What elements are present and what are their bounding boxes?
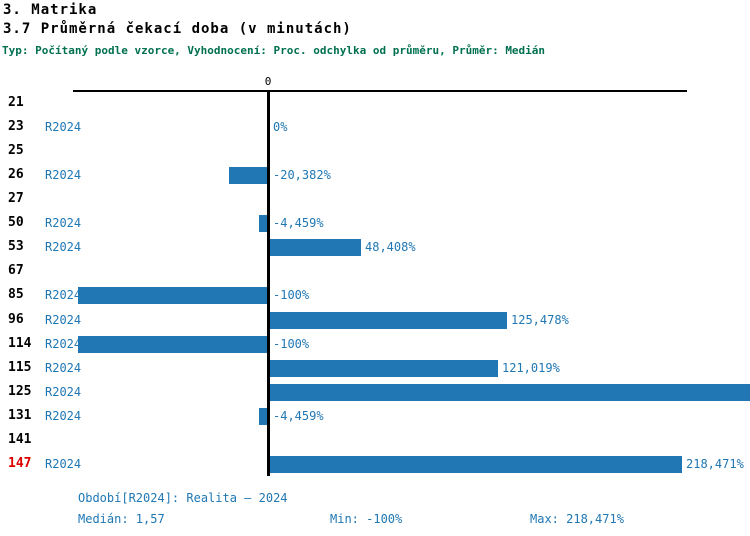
- bar-row-147: 147 R2024 218,471%: [0, 452, 750, 476]
- value-label: -20,382%: [273, 168, 331, 183]
- bar-row-50: 50 R2024 -4,459%: [0, 211, 750, 235]
- value-label: -4,459%: [273, 216, 324, 231]
- series-label: R2024: [45, 168, 82, 183]
- footer-median-stat: Medián: 1,57: [78, 512, 165, 526]
- chart-subtitle: Typ: Počítaný podle vzorce, Vyhodnocení:…: [2, 44, 546, 57]
- series-label: R2024: [45, 120, 82, 135]
- footer-max-stat: Max: 218,471%: [530, 512, 624, 526]
- bar-row-25: 25: [0, 139, 750, 163]
- bar-row-27: 27: [0, 187, 750, 211]
- row-id-label: 115: [8, 359, 32, 375]
- row-id-label: 23: [8, 119, 24, 135]
- bar-row-115: 115 R2024 121,019%: [0, 356, 750, 380]
- bar-row-21: 21: [0, 91, 750, 115]
- row-id-label: 50: [8, 215, 24, 231]
- axis-zero-tick-label: 0: [264, 75, 272, 88]
- value-bar: [270, 359, 498, 377]
- row-id-label: 85: [8, 287, 24, 303]
- row-id-label: 147: [8, 455, 32, 471]
- value-label: -4,459%: [273, 408, 324, 423]
- value-label: 0%: [273, 120, 288, 135]
- row-id-label: 131: [8, 407, 32, 423]
- series-label: R2024: [45, 312, 82, 327]
- series-label: R2024: [45, 336, 82, 351]
- bar-row-85: 85 R2024 -100%: [0, 283, 750, 307]
- row-id-label: 114: [8, 335, 32, 351]
- value-bar: [270, 311, 507, 329]
- footer-min-stat: Min: -100%: [330, 512, 403, 526]
- series-label: R2024: [45, 360, 82, 375]
- value-bar: [228, 167, 267, 185]
- chart-title: 3.7 Průměrná čekací doba (v minutách): [3, 21, 352, 37]
- axis-zero-line: [267, 90, 270, 476]
- row-id-label: 67: [8, 263, 24, 279]
- value-label: 48,408%: [365, 240, 416, 255]
- value-bar: [270, 383, 750, 401]
- bar-row-125: 125 R2024: [0, 380, 750, 404]
- row-id-label: 141: [8, 431, 32, 447]
- value-bar: [78, 335, 268, 353]
- bar-row-26: 26 R2024 -20,382%: [0, 163, 750, 187]
- bar-row-53: 53 R2024 48,408%: [0, 235, 750, 259]
- row-id-label: 21: [8, 95, 24, 110]
- row-id-label: 25: [8, 143, 24, 159]
- series-label: R2024: [45, 288, 82, 303]
- series-label: R2024: [45, 456, 82, 471]
- series-label: R2024: [45, 384, 82, 399]
- section-title: 3. Matrika: [3, 2, 98, 18]
- value-bar: [258, 407, 267, 425]
- bar-row-67: 67: [0, 259, 750, 283]
- value-label: 121,019%: [502, 360, 560, 375]
- value-label: 218,471%: [686, 456, 744, 471]
- footer-period-legend: Období[R2024]: Realita – 2024: [78, 491, 288, 505]
- bar-row-131: 131 R2024 -4,459%: [0, 404, 750, 428]
- bar-row-114: 114 R2024 -100%: [0, 332, 750, 356]
- bar-row-96: 96 R2024 125,478%: [0, 308, 750, 332]
- value-bar: [270, 455, 682, 473]
- series-label: R2024: [45, 240, 82, 255]
- row-id-label: 96: [8, 311, 24, 327]
- value-label: 125,478%: [511, 312, 569, 327]
- value-bar: [270, 239, 361, 257]
- row-id-label: 26: [8, 167, 24, 183]
- row-id-label: 27: [8, 191, 24, 207]
- value-label: -100%: [273, 288, 310, 303]
- value-bar: [258, 215, 267, 233]
- value-label: -100%: [273, 336, 310, 351]
- axis-top-line: [73, 90, 687, 92]
- bar-row-141: 141: [0, 428, 750, 452]
- value-bar: [78, 287, 268, 305]
- row-id-label: 53: [8, 239, 24, 255]
- bar-row-23: 23 R2024 0%: [0, 115, 750, 139]
- row-id-label: 125: [8, 383, 32, 399]
- series-label: R2024: [45, 216, 82, 231]
- series-label: R2024: [45, 408, 82, 423]
